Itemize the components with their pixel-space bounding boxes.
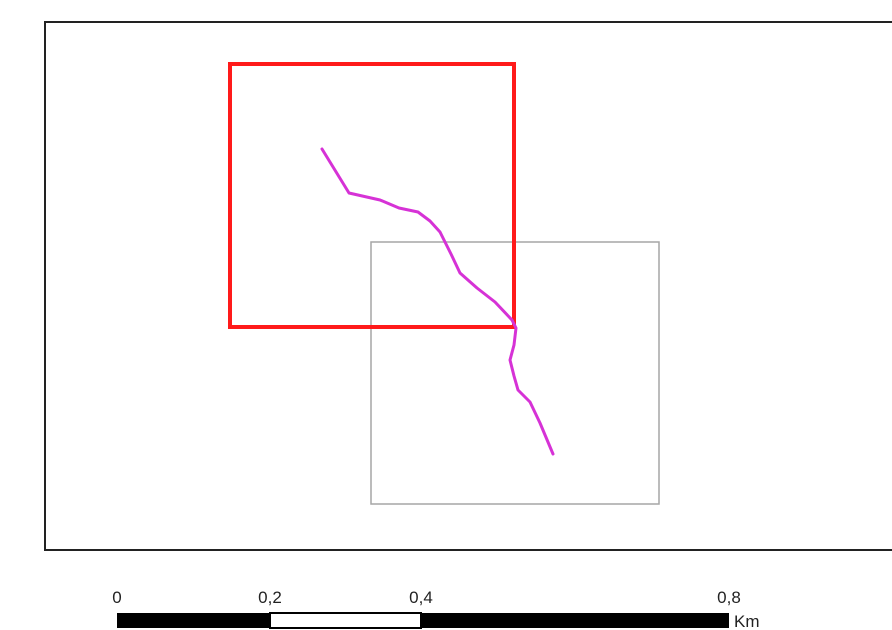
highlight-extent-box [228, 62, 516, 329]
scale-tick-0-4: 0,4 [409, 588, 433, 607]
scale-tick-0: 0 [112, 588, 121, 607]
scale-bar-segment-3 [421, 613, 729, 628]
route-line [320, 147, 555, 456]
scale-bar-segment-1 [117, 613, 270, 628]
scale-tick-0-8: 0,8 [717, 588, 741, 607]
scale-unit-label: Km [734, 612, 760, 630]
scale-bar-segment-2 [269, 612, 422, 629]
scale-tick-0-2: 0,2 [258, 588, 282, 607]
map-frame [44, 21, 892, 551]
scale-bar: 0 0,2 0,4 0,8 Km [112, 588, 759, 630]
